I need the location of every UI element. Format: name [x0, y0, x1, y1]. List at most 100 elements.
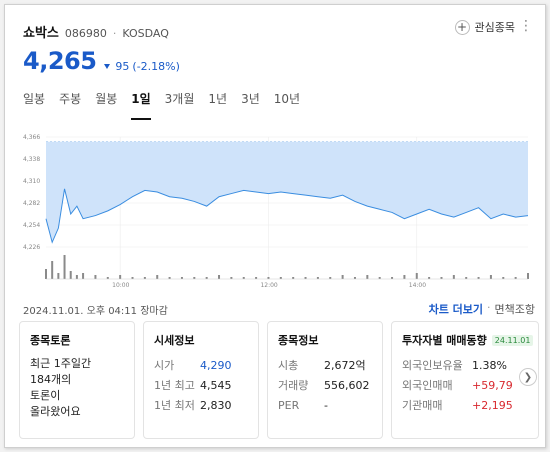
tab-3year[interactable]: 3년 [241, 92, 260, 106]
card-investor-trends[interactable]: 투자자별 매매동향 24.11.01 외국인보유율 1.38% 외국인매매 +5… [391, 321, 539, 439]
y-tick-label: 4,254 [23, 222, 40, 229]
info-row: PER - [278, 396, 372, 416]
period-tabs: 일봉 주봉 월봉 1일 3개월 1년 3년 10년 [23, 90, 314, 120]
info-label: 외국인매매 [402, 379, 453, 392]
current-price: 4,265 [23, 47, 97, 75]
info-label: 거래량 [278, 379, 309, 392]
y-tick-label: 4,310 [23, 178, 40, 185]
header-separator: · [112, 27, 117, 40]
card-stock-info[interactable]: 종목정보 시총 2,672억 거래량 556,602 PER - [267, 321, 383, 439]
y-tick-label: 4,282 [23, 200, 40, 207]
info-row: 시가 4,290 [154, 356, 248, 376]
volume-bar [316, 277, 319, 279]
volume-bar [242, 277, 245, 279]
volume-bar [403, 275, 406, 279]
volume-bar [51, 261, 54, 279]
info-value: 2,830 [200, 399, 232, 412]
next-cards-button[interactable]: ❯ [519, 368, 537, 386]
volume-bar [94, 275, 97, 279]
volume-bar [527, 273, 529, 279]
change-amount: 95 [115, 60, 130, 73]
info-value: 4,290 [200, 359, 232, 372]
volume-bar [341, 275, 344, 279]
chart-more-link[interactable]: 차트 더보기 [428, 303, 484, 316]
info-row: 거래량 556,602 [278, 376, 372, 396]
market-close-time: 2024.11.01. 오후 04:11 장마감 [23, 306, 168, 317]
discussion-line: 토론이 [30, 389, 61, 402]
volume-bar [218, 275, 221, 279]
discussion-line: 올라왔어요 [30, 405, 81, 418]
x-tick-label: 12:00 [260, 282, 277, 289]
volume-bar [415, 273, 418, 279]
price-line [45, 188, 529, 244]
more-options-icon[interactable]: ⋮ [519, 18, 533, 34]
info-label: 1년 최고 [154, 379, 195, 392]
card-title: 시세정보 [154, 334, 195, 347]
market-name: KOSDAQ [122, 27, 169, 40]
volume-bar [279, 277, 282, 279]
info-label: 기관매매 [402, 399, 443, 412]
stock-name[interactable]: 쇼박스 [23, 26, 59, 41]
info-label: 1년 최저 [154, 399, 195, 412]
volume-bar [168, 277, 171, 279]
info-row: 기관매매 +2,195 [402, 396, 528, 416]
y-tick-label: 4,226 [23, 244, 40, 251]
chart-links: 차트 더보기 · 면책조항 [429, 301, 535, 317]
info-value: 556,602 [324, 379, 370, 392]
date-badge: 24.11.01 [491, 334, 534, 346]
info-label: 시총 [278, 359, 299, 372]
volume-bar [255, 277, 258, 279]
tab-monthly[interactable]: 월봉 [95, 92, 118, 106]
info-label: PER [278, 399, 300, 412]
price-row: 4,265 95 (-2.18%) [23, 47, 180, 75]
volume-bar [304, 277, 307, 279]
volume-bar [131, 277, 134, 279]
price-change: 95 (-2.18%) [104, 60, 180, 73]
volume-bar [82, 273, 85, 279]
info-cards: 종목토론 최근 1주일간 184개의 토론이 올라왔어요 시세정보 시가 4,2… [19, 321, 539, 441]
volume-bar [205, 277, 208, 279]
volume-bar [193, 277, 196, 279]
volume-bar [366, 275, 369, 279]
y-tick-label: 4,366 [23, 134, 40, 141]
volume-bar [156, 275, 159, 279]
tab-daily[interactable]: 일봉 [23, 92, 46, 106]
volume-bar [230, 277, 233, 279]
y-tick-label: 4,338 [23, 156, 40, 163]
x-tick-label: 10:00 [112, 282, 129, 289]
info-value: 2,672억 [324, 359, 366, 372]
card-discussion[interactable]: 종목토론 최근 1주일간 184개의 토론이 올라왔어요 [19, 321, 135, 439]
info-row: 외국인보유율 1.38% [402, 356, 528, 376]
tab-3month[interactable]: 3개월 [164, 92, 195, 106]
volume-bar [57, 273, 60, 279]
volume-bar [45, 269, 47, 279]
volume-bar [180, 277, 183, 279]
volume-bar [75, 275, 78, 279]
info-label: 시가 [154, 359, 175, 372]
disclaimer-link[interactable]: 면책조항 [494, 303, 535, 316]
info-row: 1년 최고 4,545 [154, 376, 248, 396]
tab-1day[interactable]: 1일 [131, 90, 151, 120]
favorite-button[interactable]: + 관심종목 [454, 19, 515, 35]
volume-bar [477, 277, 480, 279]
tab-10year[interactable]: 10년 [273, 92, 301, 106]
volume-bar [119, 275, 122, 279]
volume-bar [143, 277, 146, 279]
volume-bar [353, 277, 356, 279]
volume-bar [69, 271, 72, 279]
card-title: 종목정보 [278, 334, 319, 347]
volume-bar [267, 277, 270, 279]
tab-weekly[interactable]: 주봉 [59, 92, 82, 106]
price-chart[interactable]: 4,366 4,338 4,310 4,282 4,254 4,226 10:00 12:00… [20, 129, 535, 289]
tab-1year[interactable]: 1년 [208, 92, 228, 106]
plus-icon: + [454, 19, 470, 35]
volume-bar [502, 277, 505, 279]
stock-widget: 쇼박스 086980 · KOSDAQ + 관심종목 ⋮ 4,265 95 (-… [4, 4, 546, 448]
card-market-info[interactable]: 시세정보 시가 4,290 1년 최고 4,545 1년 최저 2,830 [143, 321, 259, 439]
volume-bar [452, 275, 455, 279]
volume-bar [514, 277, 517, 279]
info-value: +59,79 [472, 379, 513, 392]
volume-bar [465, 277, 468, 279]
discussion-line: 184개의 [30, 373, 72, 386]
card-title: 종목토론 [30, 334, 71, 347]
